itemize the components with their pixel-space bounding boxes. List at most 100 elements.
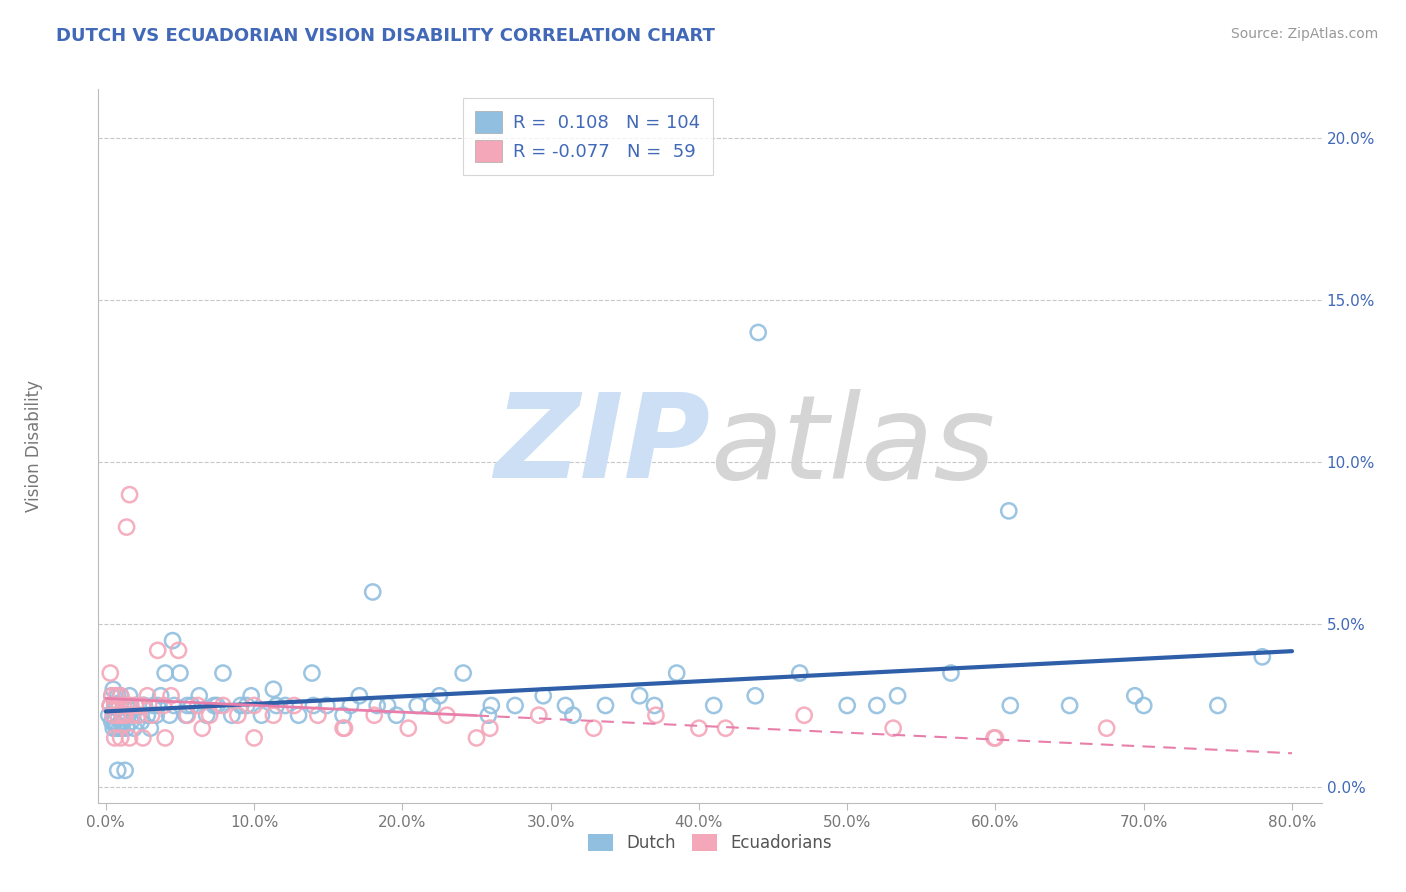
Point <box>142 698 165 713</box>
Point <box>105 698 128 713</box>
Point <box>153 666 176 681</box>
Point <box>195 708 218 723</box>
Point <box>108 698 131 713</box>
Point <box>132 698 155 713</box>
Point <box>229 698 252 713</box>
Point <box>714 721 737 735</box>
Point <box>103 721 125 735</box>
Point <box>163 698 186 713</box>
Point <box>176 708 198 723</box>
Point <box>478 721 501 735</box>
Point <box>747 326 769 340</box>
Point <box>121 708 143 723</box>
Point <box>136 689 159 703</box>
Point <box>595 698 617 713</box>
Point <box>153 731 176 745</box>
Point <box>643 698 665 713</box>
Point <box>98 698 121 713</box>
Point <box>112 714 135 729</box>
Point <box>98 698 121 713</box>
Point <box>104 731 127 745</box>
Point <box>1206 698 1229 713</box>
Point <box>114 764 136 778</box>
Point <box>226 708 249 723</box>
Point <box>221 708 243 723</box>
Point <box>108 698 131 713</box>
Point <box>837 698 859 713</box>
Point <box>429 689 451 703</box>
Point <box>112 698 135 713</box>
Point <box>385 708 408 723</box>
Point <box>107 708 129 723</box>
Point <box>115 721 138 735</box>
Point <box>1251 649 1274 664</box>
Point <box>997 504 1019 518</box>
Point <box>100 689 122 703</box>
Point <box>149 689 172 703</box>
Point <box>361 585 384 599</box>
Point <box>127 708 149 723</box>
Point <box>939 666 962 681</box>
Point <box>136 708 159 723</box>
Point <box>250 708 273 723</box>
Point <box>302 698 325 713</box>
Point <box>105 721 128 735</box>
Point <box>283 698 305 713</box>
Text: ZIP: ZIP <box>494 389 710 503</box>
Point <box>107 689 129 703</box>
Point <box>111 721 134 735</box>
Point <box>146 643 169 657</box>
Point <box>366 698 388 713</box>
Point <box>266 698 288 713</box>
Point <box>117 698 139 713</box>
Point <box>118 689 141 703</box>
Point <box>1095 721 1118 735</box>
Point <box>122 721 145 735</box>
Point <box>118 488 141 502</box>
Point <box>240 689 263 703</box>
Point <box>112 698 135 713</box>
Point <box>465 731 488 745</box>
Point <box>503 698 526 713</box>
Point <box>107 708 129 723</box>
Point <box>332 708 354 723</box>
Point <box>104 698 127 713</box>
Point <box>97 708 120 723</box>
Point <box>793 708 815 723</box>
Point <box>98 698 121 713</box>
Point <box>104 698 127 713</box>
Point <box>202 698 225 713</box>
Point <box>262 708 284 723</box>
Point <box>1123 689 1146 703</box>
Point <box>1059 698 1081 713</box>
Text: atlas: atlas <box>710 389 995 503</box>
Point <box>886 689 908 703</box>
Point <box>527 708 550 723</box>
Point <box>332 721 354 735</box>
Point <box>103 708 125 723</box>
Point <box>703 698 725 713</box>
Point <box>262 682 284 697</box>
Point <box>477 708 499 723</box>
Point <box>124 698 146 713</box>
Point <box>180 698 202 713</box>
Point <box>132 731 155 745</box>
Point <box>645 708 668 723</box>
Point <box>103 682 125 697</box>
Point <box>139 721 162 735</box>
Point <box>882 721 904 735</box>
Point <box>1132 698 1154 713</box>
Point <box>212 698 235 713</box>
Point <box>315 698 337 713</box>
Point <box>235 698 257 713</box>
Point <box>198 708 221 723</box>
Point <box>665 666 688 681</box>
Point <box>145 708 167 723</box>
Point <box>1000 698 1022 713</box>
Point <box>115 698 138 713</box>
Point <box>124 698 146 713</box>
Point <box>117 698 139 713</box>
Point <box>628 689 651 703</box>
Point <box>100 714 122 729</box>
Point <box>301 666 323 681</box>
